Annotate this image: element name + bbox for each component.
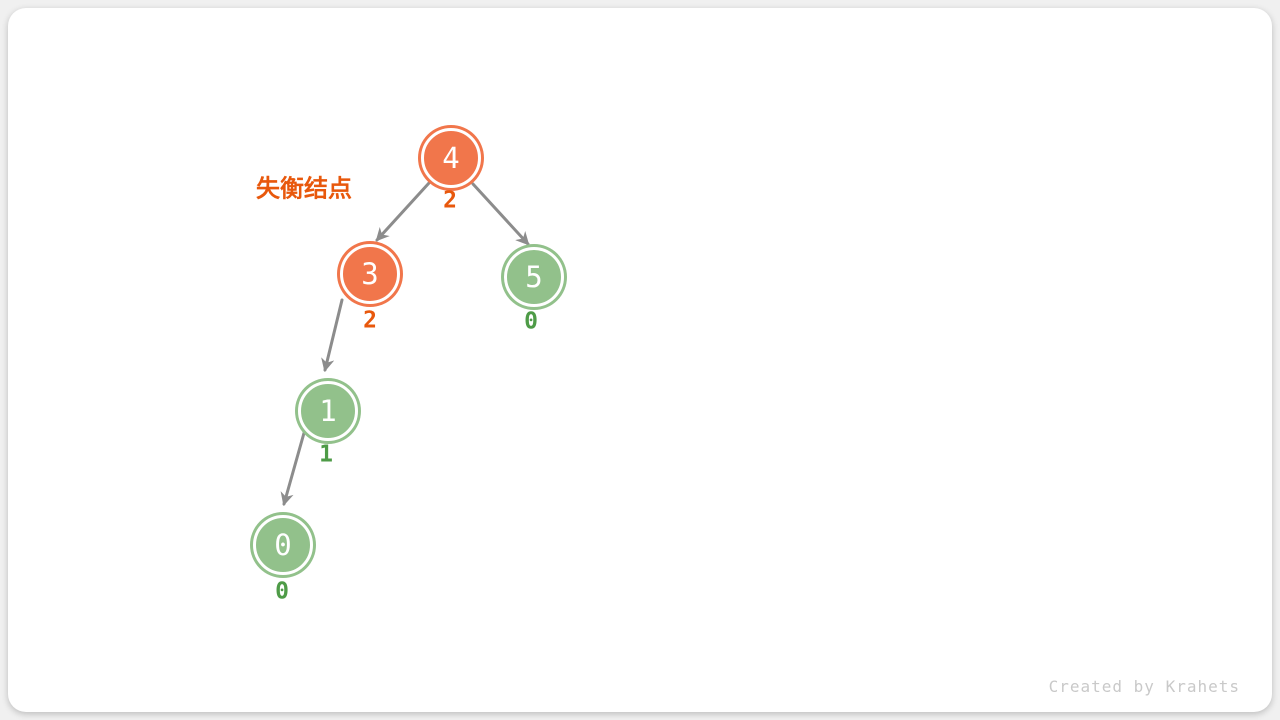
balance-factor-0: 0 [275,578,289,605]
node-value: 4 [442,140,460,175]
node-value: 5 [525,259,543,294]
edge-3-1 [321,298,344,372]
balance-factor-1: 1 [319,441,333,468]
tree-node-3: 3 [340,244,400,304]
tree-node-1: 1 [298,381,358,441]
unbalanced-node-label: 失衡结点 [256,175,352,203]
balance-factor-3: 2 [363,307,377,334]
edge-4-3 [375,181,431,242]
watermark: Created by Krahets [1048,677,1240,696]
node-value: 1 [319,393,337,428]
tree-node-4: 4 [421,128,481,188]
diagram-canvas [8,8,1272,712]
tree-node-5: 5 [504,247,564,307]
balance-factor-4: 2 [443,187,457,214]
edge-4-5 [471,182,530,246]
node-value: 3 [361,256,379,291]
node-value: 0 [274,527,292,562]
tree-node-0: 0 [253,515,313,575]
edge-1-0 [280,431,306,506]
balance-factor-5: 0 [524,308,538,335]
